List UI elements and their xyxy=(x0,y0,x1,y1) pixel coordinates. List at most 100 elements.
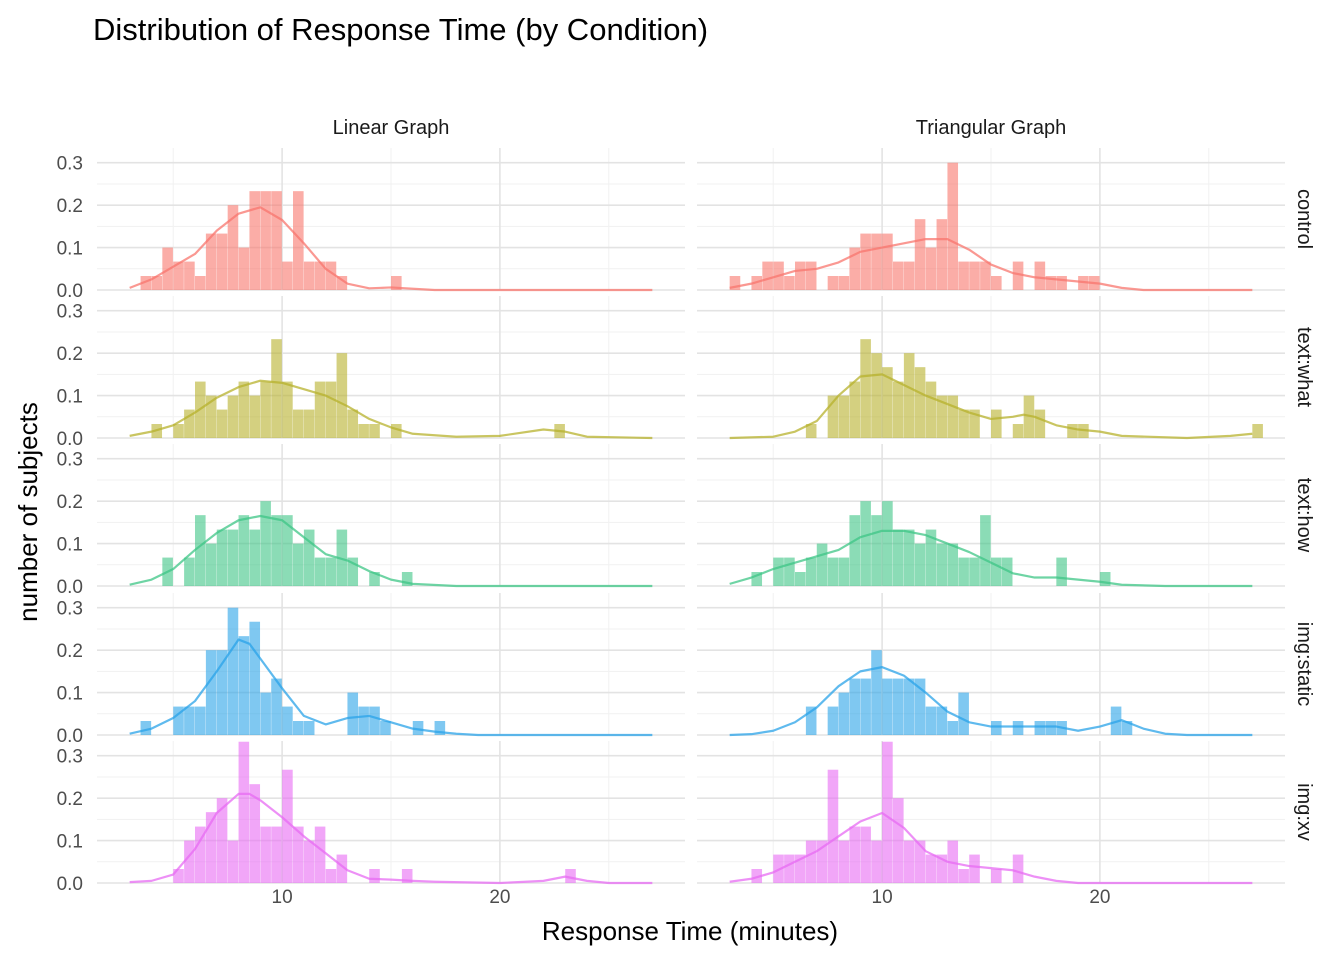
histogram-bar xyxy=(958,692,969,735)
histogram-bar xyxy=(947,721,959,735)
histogram-bar xyxy=(805,424,817,438)
histogram-bar xyxy=(947,395,959,438)
histogram-bar xyxy=(751,572,763,586)
histogram-bar xyxy=(1034,721,1046,735)
density-line xyxy=(129,638,653,737)
histogram-bar xyxy=(205,543,217,586)
histogram-bar xyxy=(1045,721,1057,735)
histogram-bar xyxy=(227,840,239,883)
histogram-bar xyxy=(1056,557,1067,586)
y-tick-label: 0.3 xyxy=(57,450,83,471)
histogram-bar xyxy=(816,840,828,883)
histogram-bar xyxy=(249,621,261,735)
histogram-bar xyxy=(238,636,250,735)
histogram-bar xyxy=(958,409,969,438)
histogram-bar xyxy=(314,381,326,438)
histogram-bar xyxy=(991,276,1002,290)
x-tick-label: 20 xyxy=(489,887,510,908)
histogram-bar xyxy=(925,529,937,586)
histogram-bar xyxy=(893,529,904,586)
histogram-bar xyxy=(227,395,239,438)
column-strip-label: Linear Graph xyxy=(333,117,450,139)
histogram-bar xyxy=(260,692,271,735)
histogram-bar xyxy=(1067,424,1078,438)
histogram-bar xyxy=(936,854,948,883)
histogram-bar xyxy=(184,409,195,438)
histogram-bar xyxy=(860,501,871,586)
histogram-bar xyxy=(238,515,250,586)
y-axis-ticks: 0.00.10.20.30.00.10.20.30.00.10.20.30.00… xyxy=(57,154,83,895)
histogram-bar xyxy=(784,557,795,586)
histogram-bar xyxy=(391,276,402,290)
histogram-bar xyxy=(216,233,228,290)
histogram-bar xyxy=(184,840,195,883)
y-tick-label: 0.2 xyxy=(57,196,83,217)
histogram-bar xyxy=(936,395,948,438)
histogram-bar xyxy=(860,339,871,438)
histogram-bar xyxy=(303,529,315,586)
panel-linear-graph-text-how xyxy=(129,501,653,588)
x-tick-label: 20 xyxy=(1089,887,1110,908)
histogram-bar xyxy=(249,191,261,290)
histogram-bar xyxy=(925,854,937,883)
histogram-bar xyxy=(336,276,348,290)
histogram-bar xyxy=(227,607,239,735)
histogram-bar xyxy=(958,557,969,586)
density-line xyxy=(729,811,1253,885)
histogram-bar xyxy=(303,409,315,438)
histogram-bar xyxy=(336,353,348,438)
histogram-bar xyxy=(293,409,304,438)
histogram-bar xyxy=(184,706,195,735)
histogram-bar xyxy=(369,706,380,735)
density-line xyxy=(129,379,653,440)
histogram-bar xyxy=(936,219,948,290)
histogram-bar xyxy=(205,650,217,735)
histogram-bar xyxy=(216,798,228,883)
histogram-bar xyxy=(1045,276,1057,290)
density-line xyxy=(129,792,653,885)
histogram-bar xyxy=(195,826,206,883)
histogram-bar xyxy=(827,769,839,883)
histogram-bar xyxy=(893,678,904,735)
histogram-bar xyxy=(1121,721,1133,735)
histogram-bar xyxy=(991,721,1002,735)
histogram-bar xyxy=(565,869,576,883)
histogram-bar xyxy=(216,409,228,438)
panel-linear-graph-img-static xyxy=(129,607,653,737)
histogram-bar xyxy=(903,840,915,883)
histogram-bar xyxy=(969,854,980,883)
histogram-bar xyxy=(903,678,915,735)
histogram-bar xyxy=(282,769,293,883)
histogram-bar xyxy=(249,395,261,438)
y-tick-label: 0.0 xyxy=(57,726,83,747)
y-tick-label: 0.0 xyxy=(57,429,83,450)
histogram-bar xyxy=(729,276,741,290)
y-tick-label: 0.2 xyxy=(57,789,83,810)
histogram-bar xyxy=(914,678,926,735)
histogram-bar xyxy=(140,721,152,735)
panel-triangular-graph-control xyxy=(729,162,1253,292)
y-tick-label: 0.0 xyxy=(57,874,83,895)
histogram-bar xyxy=(303,721,315,735)
histogram-bar xyxy=(293,543,304,586)
histogram-bar xyxy=(860,826,871,883)
histogram-bar xyxy=(336,854,348,883)
histogram-bar xyxy=(205,395,217,438)
histogram-bar xyxy=(314,826,326,883)
histogram-bar xyxy=(751,869,763,883)
histogram-bar xyxy=(1056,276,1067,290)
histogram-bar xyxy=(347,557,359,586)
y-axis-title: number of subjects xyxy=(13,402,43,622)
histogram-bar xyxy=(882,233,893,290)
histogram-bar xyxy=(1001,557,1013,586)
y-tick-label: 0.3 xyxy=(57,302,83,323)
histogram-bar xyxy=(882,678,893,735)
histogram-bar xyxy=(871,233,882,290)
histogram-bar xyxy=(205,812,217,883)
histogram-bar xyxy=(293,191,304,290)
histogram-bar xyxy=(391,424,402,438)
histogram-bar xyxy=(358,706,369,735)
histogram-bar xyxy=(260,826,271,883)
histogram-bar xyxy=(969,409,980,438)
